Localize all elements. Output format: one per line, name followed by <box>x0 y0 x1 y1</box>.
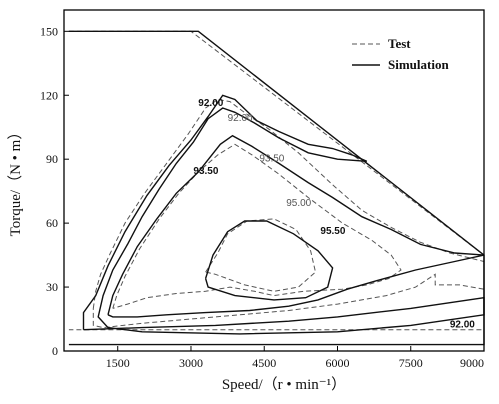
legend-label-test: Test <box>388 36 411 51</box>
y-tick-label: 60 <box>46 216 58 230</box>
x-tick-label: 3000 <box>179 356 203 370</box>
contour-labels: 92.00 92.00 93.50 93.50 95.00 95.50 92.00 <box>193 98 475 331</box>
contour-lines <box>68 30 485 346</box>
x-tick-label: 7500 <box>399 356 423 370</box>
y-tick-label: 0 <box>52 344 58 358</box>
contour-label-test: 92.00 <box>228 113 253 124</box>
test-contour-92-00 <box>92 98 485 329</box>
legend-label-simulation: Simulation <box>388 57 449 72</box>
y-axis-label: Torque/（N • m） <box>7 125 24 237</box>
contour-label-test: 93.50 <box>259 153 284 164</box>
test-contour-93-50 <box>112 143 402 309</box>
contour-label-test: 95.00 <box>286 198 311 209</box>
x-axis-label: Speed/（r • min⁻¹） <box>222 376 346 393</box>
simulation-contour-92-00 <box>82 94 485 335</box>
axis-ticks: 1500 3000 4500 6000 7500 9000 0 30 60 90 120 150 <box>40 24 485 370</box>
contour-label-simulation: 95.50 <box>320 226 345 237</box>
x-tick-label: 6000 <box>325 356 349 370</box>
simulation-contour-envelope <box>68 30 485 346</box>
contour-label-simulation: 92.00 <box>198 98 223 109</box>
simulation-contour-93-50 <box>107 134 485 318</box>
test-contour-envelope <box>68 30 485 331</box>
contour-label-simulation: 92.00 <box>450 320 475 331</box>
simulation-contour-95-50 <box>204 220 334 301</box>
y-tick-label: 150 <box>40 24 58 38</box>
y-tick-label: 90 <box>46 152 58 166</box>
y-tick-label: 120 <box>40 88 58 102</box>
x-tick-label: 4500 <box>252 356 276 370</box>
x-tick-label: 9000 <box>460 356 484 370</box>
plot-frame <box>63 9 485 352</box>
x-tick-label: 1500 <box>106 356 130 370</box>
contour-label-simulation: 93.50 <box>193 166 218 177</box>
test-contour-95-00 <box>205 218 317 292</box>
legend: Test Simulation <box>352 36 449 72</box>
y-tick-label: 30 <box>46 280 58 294</box>
